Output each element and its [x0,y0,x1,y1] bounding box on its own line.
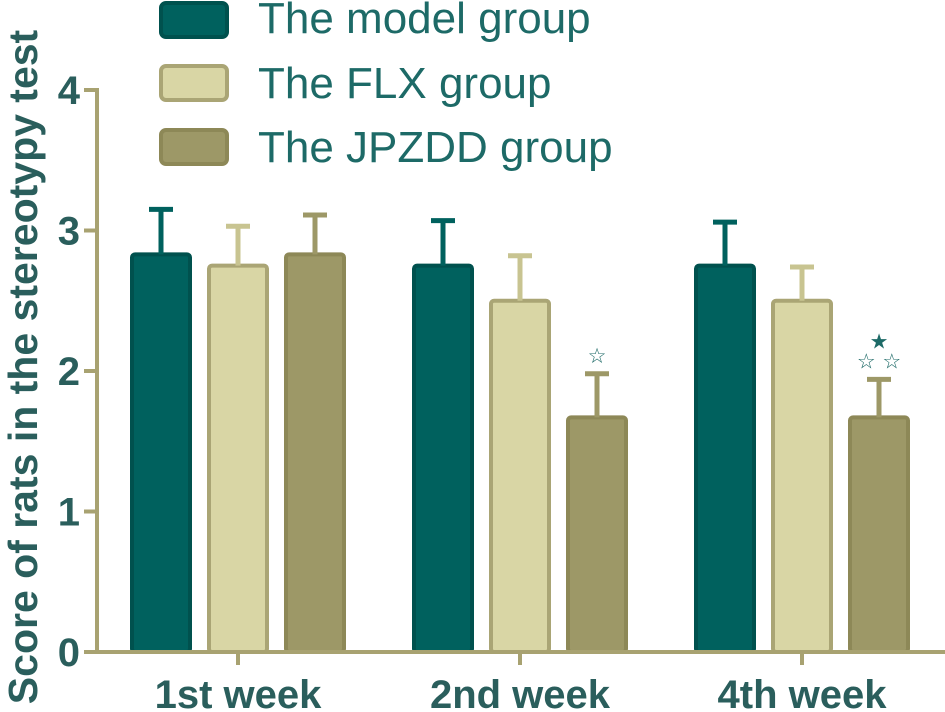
y-ticks: 0 1 2 3 4 [58,69,97,675]
legend-swatch-jpzdd [159,128,229,166]
y-tick-label-3: 3 [58,210,80,254]
legend-item-flx: The FLX group [159,59,552,108]
x-tick-label-2nd-week: 2nd week [430,673,611,712]
y-tick-label-1: 1 [58,491,80,535]
legend-label-jpzdd: The JPZDD group [258,123,613,172]
error-bars [149,206,891,418]
bar-jpzdd-4th-week [848,415,910,654]
significance-marker: ☆ ☆ [857,349,901,373]
legend-swatch-model [159,1,229,39]
y-tick-label-2: 2 [58,350,80,394]
bar-model-2nd-week [412,263,474,654]
bar-jpzdd-1st-week [284,252,346,654]
legend-label-model: The model group [258,0,591,43]
bar-model-1st-week [130,252,192,654]
bar-model-4th-week [694,263,756,654]
significance-marker: ★ [870,329,889,353]
legend: The model group The FLX group The JPZDD … [159,0,613,172]
y-tick-label-4: 4 [58,69,81,113]
y-axis-label: Score of rats in the stereotypy test [0,29,46,704]
bar-flx-4th-week [771,298,833,654]
significance-marker: ☆ [588,344,607,368]
bars [130,252,910,654]
legend-label-flx: The FLX group [258,59,552,108]
bar-jpzdd-2nd-week [566,415,628,654]
x-ticks: 1st week 2nd week 4th week [155,652,888,712]
legend-item-model: The model group [159,0,591,43]
significance-markers: ☆ ★☆ ☆ [588,329,902,373]
bar-flx-2nd-week [489,298,551,654]
bar-flx-1st-week [207,263,269,654]
x-tick-label-1st-week: 1st week [155,673,323,712]
x-tick-label-4th-week: 4th week [718,673,888,712]
legend-item-jpzdd: The JPZDD group [159,123,613,172]
y-tick-label-0: 0 [58,631,80,675]
legend-swatch-flx [159,64,229,102]
